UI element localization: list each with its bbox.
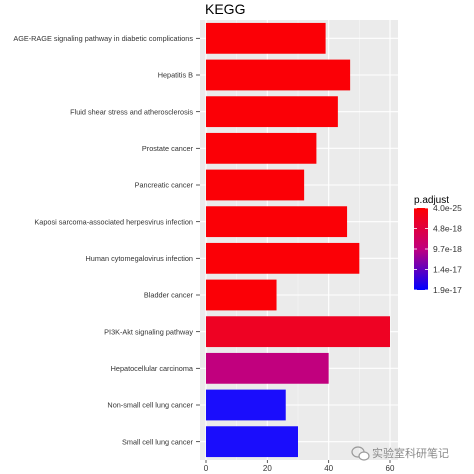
y-tick-label: Bladder cancer [144,291,194,300]
wechat-icon [351,446,370,461]
bar [206,279,277,311]
legend-label: 9.7e-18 [433,244,462,254]
bar [206,132,317,164]
legend-label: 1.4e-17 [433,265,462,275]
bars-group [206,22,390,458]
x-tick-label: 40 [324,464,333,473]
watermark: 实验室科研笔记 [351,446,449,461]
legend-label: 4.0e-25 [433,203,462,213]
chart-title: KEGG [205,1,245,17]
bar [206,352,329,384]
y-tick-label: AGE-RAGE signaling pathway in diabetic c… [13,34,193,43]
y-tick-label: PI3K-Akt signaling pathway [104,327,193,336]
legend-label: 1.9e-17 [433,285,462,295]
x-tick-label: 0 [204,464,209,473]
x-axis: 0 20 40 60 [204,460,395,473]
bar [206,59,351,91]
y-tick-label: Prostate cancer [142,144,194,153]
bar [206,389,286,421]
plot-panel [200,20,398,460]
y-tick-label: Hepatocellular carcinoma [111,364,194,373]
legend-label: 4.8e-18 [433,224,462,234]
x-tick-label: 60 [386,464,395,473]
bar [206,96,338,128]
legend: p.adjust 4.0e-25 4.8e-18 9.7e-18 1.4e-17 1.9… [414,195,462,295]
y-tick-label: Non-small cell lung cancer [107,401,193,410]
legend-labels: 4.0e-25 4.8e-18 9.7e-18 1.4e-17 1.9e-17 [414,203,462,295]
x-tick-label: 20 [263,464,272,473]
y-tick-label: Hepatitis B [158,71,193,80]
y-tick-label: Kaposi sarcoma-associated herpesvirus in… [34,217,193,226]
y-tick-label: Small cell lung cancer [122,437,194,446]
legend-colorbar [414,208,428,290]
y-tick-label: Fluid shear stress and atherosclerosis [70,107,193,116]
bar [206,22,326,54]
legend-title: p.adjust [414,195,449,206]
y-tick-label: Pancreatic cancer [135,181,194,190]
y-tick-label: Human cytomegalovirus infection [86,254,193,263]
bar [206,316,390,348]
bar [206,426,298,458]
watermark-text: 实验室科研笔记 [372,446,449,460]
y-axis-labels: AGE-RAGE signaling pathway in diabetic c… [13,34,200,446]
bar [206,169,305,201]
bar [206,242,360,274]
bar [206,206,348,238]
